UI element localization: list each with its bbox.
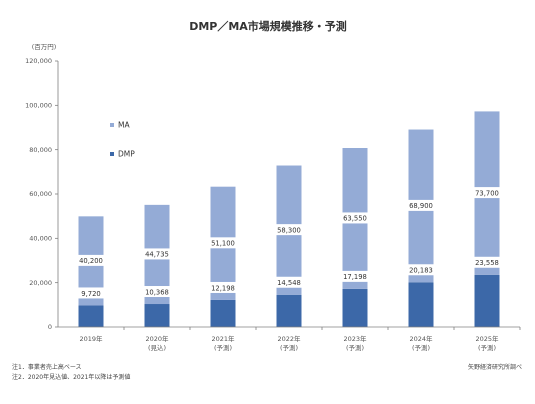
bar-dmp (474, 274, 500, 327)
y-tick-label: 40,000 (29, 235, 52, 243)
ma-value-label-bg (271, 224, 307, 236)
y-tick-label: 120,000 (25, 57, 52, 65)
bar-dmp (408, 282, 434, 327)
dmp-value-label: 14,548 (277, 279, 301, 287)
ma-value-label: 63,550 (343, 215, 367, 223)
ma-value-label: 40,200 (79, 257, 103, 265)
legend-swatch-dmp (110, 152, 114, 156)
x-tick-sublabel: (予測) (214, 343, 232, 352)
y-tick-label: 60,000 (29, 190, 52, 198)
ma-value-label-bg (337, 212, 373, 224)
x-tick-sublabel: (予測) (478, 343, 496, 352)
x-tick-label: 2022年 (277, 334, 301, 343)
dmp-value-label-bg (337, 270, 373, 282)
dmp-value-label: 17,198 (343, 273, 367, 281)
x-tick-label: 2021年 (211, 334, 235, 343)
y-axis: 0 20,000 40,000 60,000 80,000 100,000 120,000 (25, 57, 59, 331)
x-axis: 2019年 2020年(見込)2021年(予測)2022年(予測)2023年(予測… (58, 326, 521, 352)
dmp-value-label-bg (139, 286, 175, 298)
ma-value-label-bg (469, 187, 505, 199)
dmp-value-label-bg (73, 287, 109, 299)
ma-value-label: 58,300 (277, 226, 301, 234)
dmp-value-label-bg (403, 264, 439, 276)
ma-value-label-bg (73, 254, 109, 266)
x-tick-label: 2024年 (409, 334, 433, 343)
dmp-value-label: 9,720 (81, 290, 100, 298)
x-tick-label: 2025年 (475, 334, 499, 343)
y-axis-unit-label: (百万円) (32, 43, 57, 51)
y-tick-label: 80,000 (29, 146, 52, 154)
y-tick-label: 0 (48, 323, 52, 331)
legend-swatch-ma (110, 123, 114, 127)
dmp-value-label-bg (271, 276, 307, 288)
legend-label-dmp: DMP (118, 150, 135, 159)
x-tick-sublabel: (予測) (280, 343, 298, 352)
legend-label-ma: MA (118, 121, 130, 130)
source-note: 矢野経済研究所調べ (468, 363, 522, 371)
ma-value-label: 44,735 (145, 251, 169, 259)
dmp-value-label: 23,558 (475, 259, 499, 267)
ma-value-label: 68,900 (409, 202, 433, 210)
chart-title: DMP／MA市場規模推移・予測 (189, 19, 347, 33)
bar-dmp (276, 294, 302, 327)
bar-dmp (210, 299, 236, 327)
y-tick-label: 20,000 (29, 279, 52, 287)
bar-dmp (342, 288, 368, 327)
ma-value-label-bg (139, 248, 175, 260)
x-tick-sublabel: (予測) (412, 343, 430, 352)
x-tick-label: 2019年 (79, 334, 103, 343)
dmp-value-label: 10,368 (145, 288, 169, 296)
ma-value-label: 51,100 (211, 240, 235, 248)
dmp-value-label: 20,183 (409, 267, 433, 275)
bar-dmp (78, 305, 104, 327)
legend: MA DMP (110, 121, 135, 159)
footnote-1: 注1．事業者売上高ベース (12, 363, 82, 371)
ma-value-label-bg (403, 199, 439, 211)
ma-value-label-bg (205, 237, 241, 249)
ma-value-label: 73,700 (475, 189, 499, 197)
x-tick-sublabel: (見込) (148, 343, 166, 352)
dmp-value-label: 12,198 (211, 284, 235, 292)
dmp-value-label-bg (205, 281, 241, 293)
bar-dmp (144, 304, 170, 327)
x-tick-sublabel: (予測) (346, 343, 364, 352)
footnote-2: 注2．2020年見込値、2021年以降は予測値 (12, 373, 130, 381)
bar-layer: 40,200 9,720 44,735 10,368 51,100 12,198 58,30… (73, 111, 505, 327)
x-tick-label: 2020年 (145, 334, 169, 343)
y-tick-label: 100,000 (25, 102, 52, 110)
dmp-value-label-bg (469, 256, 505, 268)
x-tick-label: 2023年 (343, 334, 367, 343)
